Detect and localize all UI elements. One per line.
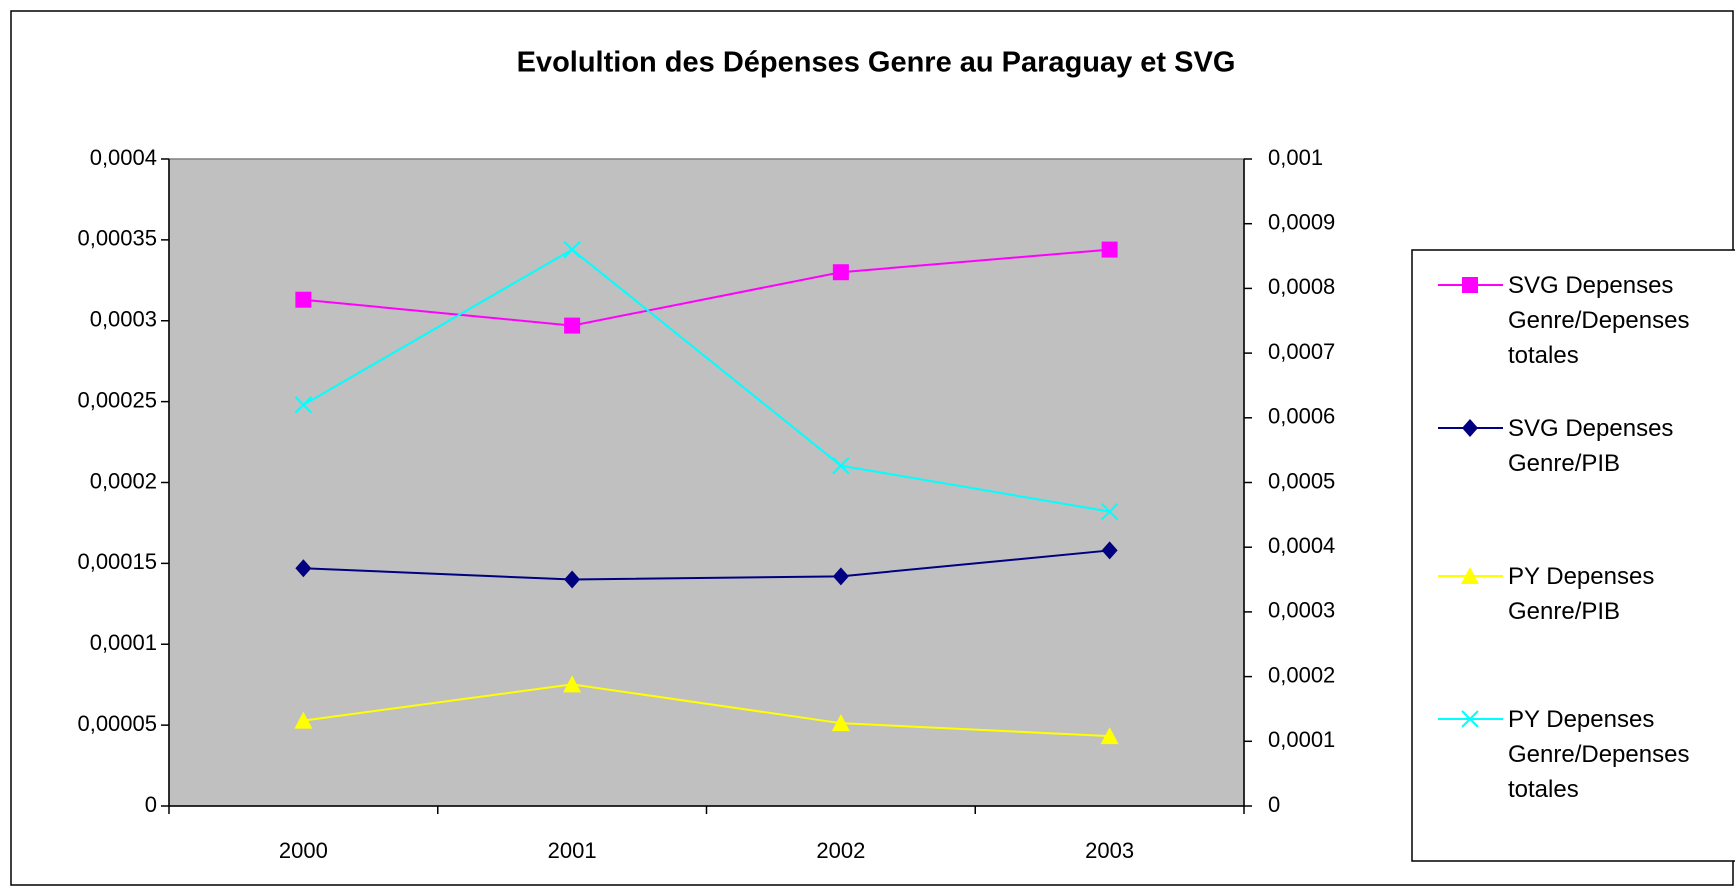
legend-box — [1411, 249, 1735, 862]
y-tick-label: 0,00015 — [77, 549, 157, 574]
data-point — [1101, 241, 1118, 258]
y-tick-label: 0,0004 — [90, 145, 157, 170]
data-point — [1100, 727, 1119, 745]
legend-marker — [1461, 710, 1479, 728]
y-tick-label: 0,0002 — [90, 468, 157, 493]
y2-tick-label: 0,0005 — [1268, 468, 1335, 493]
y-tick-label: 0,00005 — [77, 711, 157, 736]
x-tick-label: 2003 — [1085, 838, 1134, 863]
series-line — [302, 248, 1110, 513]
y-tick-label: 0 — [145, 792, 157, 817]
data-point — [295, 559, 312, 578]
legend-label: SVG Depenses Genre/Depenses totales — [1508, 271, 1690, 369]
data-point — [1101, 541, 1118, 560]
y2-tick-label: 0,0001 — [1268, 727, 1335, 752]
y-tick-label: 0,0003 — [90, 307, 157, 332]
series-line — [303, 549, 1110, 581]
data-point — [832, 456, 850, 475]
data-point — [564, 570, 581, 589]
y2-tick-label: 0,0007 — [1268, 339, 1335, 364]
y-tick-label: 0,00025 — [77, 387, 157, 412]
y-tick-label: 0,00035 — [77, 226, 157, 251]
data-point — [564, 317, 581, 334]
x-tick-label: 2000 — [279, 838, 328, 863]
data-point — [832, 264, 849, 281]
x-tick-label: 2002 — [816, 838, 865, 863]
data-point — [1100, 502, 1119, 521]
y2-tick-label: 0,0008 — [1268, 274, 1335, 299]
data-point — [563, 240, 581, 259]
legend-label: PY Depenses Genre/PIB — [1508, 562, 1655, 625]
data-point — [294, 711, 313, 729]
legend-marker — [1461, 567, 1479, 584]
series-line — [303, 248, 1110, 327]
chart-title: Evolultion des Dépenses Genre au Paragua… — [517, 47, 1236, 79]
legend-label: SVG Depenses Genre/PIB — [1508, 414, 1674, 477]
data-point — [563, 675, 582, 693]
y2-tick-label: 0,0003 — [1268, 598, 1335, 623]
y2-tick-label: 0,0004 — [1268, 533, 1335, 558]
y-tick-label: 0,0001 — [90, 630, 157, 655]
y2-tick-label: 0 — [1268, 792, 1280, 817]
data-point — [831, 714, 850, 732]
plot-area — [168, 158, 1245, 807]
legend-marker — [1462, 277, 1478, 293]
y2-tick-label: 0,001 — [1268, 145, 1323, 170]
x-tick-label: 2001 — [548, 838, 597, 863]
data-point — [294, 396, 313, 414]
data-point — [832, 567, 849, 586]
y2-tick-label: 0,0009 — [1268, 210, 1335, 235]
legend-label: PY Depenses Genre/Depenses totales — [1508, 705, 1690, 803]
series-line — [303, 683, 1110, 738]
legend-marker — [1462, 419, 1478, 437]
y2-tick-label: 0,0006 — [1268, 404, 1335, 429]
y2-tick-label: 0,0002 — [1268, 662, 1335, 687]
data-point — [295, 291, 312, 308]
